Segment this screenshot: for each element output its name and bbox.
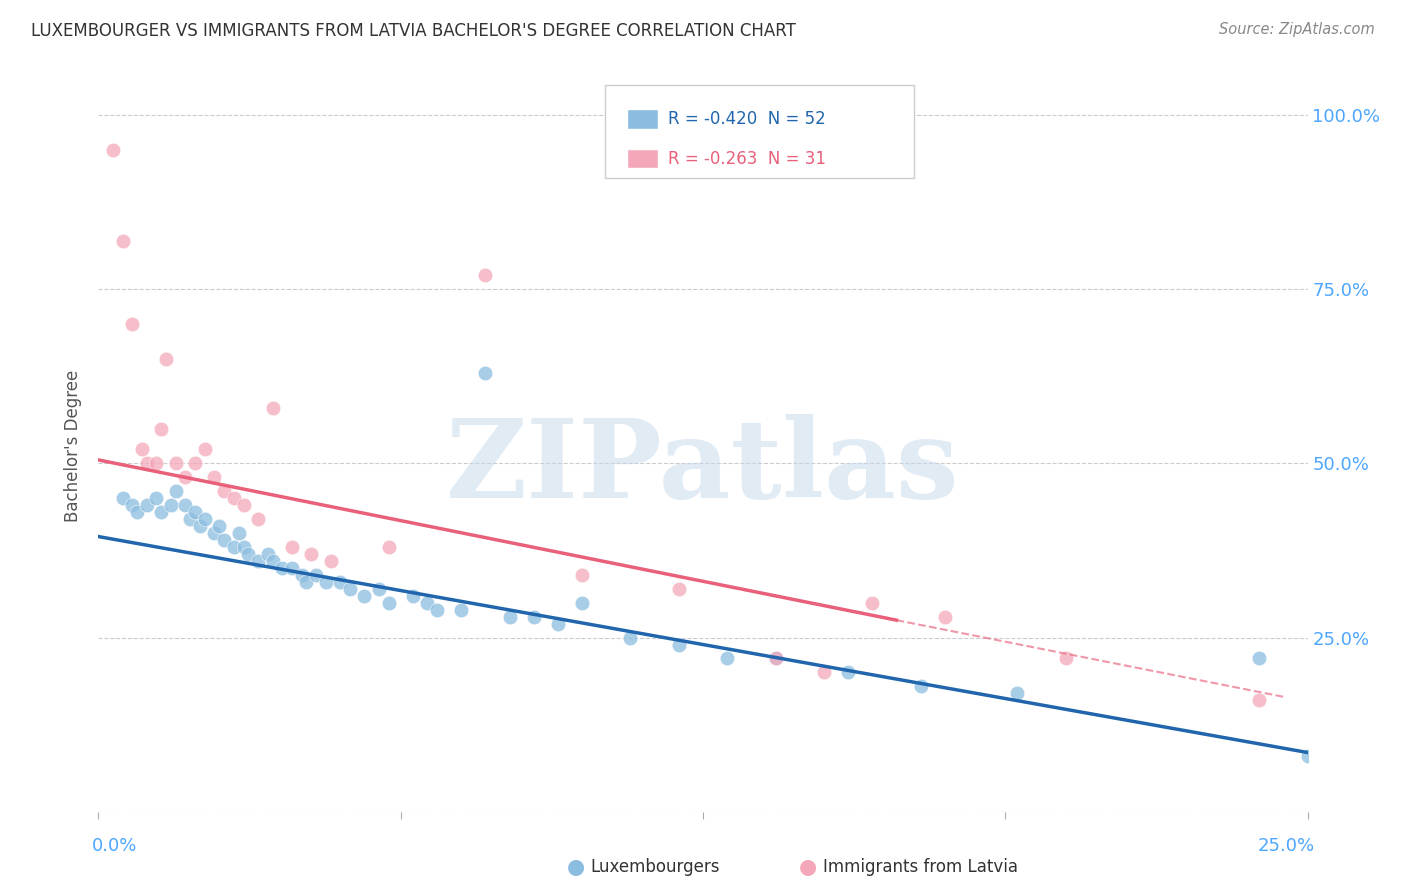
Point	[184, 457, 207, 471]
Text: 0.0%: 0.0%	[91, 837, 136, 855]
Point	[571, 596, 593, 610]
Point	[305, 567, 328, 582]
Text: R = -0.420  N = 52: R = -0.420 N = 52	[668, 110, 825, 128]
Point	[329, 574, 352, 589]
Point	[571, 567, 593, 582]
Point	[131, 442, 153, 457]
Text: ●: ●	[568, 857, 585, 877]
Point	[165, 484, 187, 499]
Point	[765, 651, 787, 665]
Point	[290, 567, 312, 582]
Point	[716, 651, 738, 665]
Point	[474, 268, 496, 283]
Point	[222, 491, 245, 506]
Point	[299, 547, 322, 561]
Point	[111, 491, 134, 506]
Point	[668, 638, 690, 652]
Point	[212, 533, 235, 547]
Point	[339, 582, 361, 596]
Point	[402, 589, 425, 603]
Point	[1007, 686, 1029, 700]
Point	[174, 470, 197, 484]
Point	[228, 526, 250, 541]
Point	[1249, 651, 1271, 665]
Text: ZIPatlas: ZIPatlas	[446, 415, 960, 522]
Point	[135, 457, 157, 471]
Point	[155, 351, 177, 366]
Point	[212, 484, 235, 499]
Point	[426, 603, 449, 617]
Point	[262, 554, 284, 568]
Point	[204, 526, 226, 541]
Point	[668, 582, 690, 596]
Point	[121, 317, 143, 331]
Point	[377, 540, 399, 554]
Point	[813, 665, 835, 680]
Point	[127, 505, 149, 519]
Point	[232, 498, 254, 512]
Point	[135, 498, 157, 512]
Point	[860, 596, 883, 610]
Text: 25.0%: 25.0%	[1257, 837, 1315, 855]
Text: R = -0.263  N = 31: R = -0.263 N = 31	[668, 150, 825, 168]
Point	[295, 574, 318, 589]
Point	[315, 574, 337, 589]
Point	[523, 609, 546, 624]
Point	[247, 554, 270, 568]
Point	[150, 421, 173, 435]
Text: ●: ●	[800, 857, 817, 877]
Text: Immigrants from Latvia: Immigrants from Latvia	[823, 858, 1018, 876]
Point	[1249, 693, 1271, 707]
Point	[232, 540, 254, 554]
Point	[765, 651, 787, 665]
Point	[281, 540, 304, 554]
Point	[238, 547, 260, 561]
Point	[188, 519, 211, 533]
Point	[165, 457, 187, 471]
Text: Luxembourgers: Luxembourgers	[591, 858, 720, 876]
Point	[262, 401, 284, 415]
Point	[450, 603, 472, 617]
Point	[377, 596, 399, 610]
Point	[271, 561, 294, 575]
Point	[1296, 749, 1319, 764]
Point	[150, 505, 173, 519]
Point	[204, 470, 226, 484]
Y-axis label: Bachelor's Degree: Bachelor's Degree	[65, 370, 83, 522]
Point	[281, 561, 304, 575]
Text: LUXEMBOURGER VS IMMIGRANTS FROM LATVIA BACHELOR'S DEGREE CORRELATION CHART: LUXEMBOURGER VS IMMIGRANTS FROM LATVIA B…	[31, 22, 796, 40]
Point	[416, 596, 439, 610]
Point	[256, 547, 278, 561]
Point	[160, 498, 183, 512]
Point	[547, 616, 569, 631]
Point	[837, 665, 859, 680]
Point	[498, 609, 520, 624]
Point	[1054, 651, 1077, 665]
Point	[184, 505, 207, 519]
Point	[179, 512, 201, 526]
Point	[247, 512, 270, 526]
Point	[208, 519, 231, 533]
Point	[222, 540, 245, 554]
Point	[194, 512, 217, 526]
Point	[368, 582, 391, 596]
Point	[101, 143, 124, 157]
Point	[910, 679, 932, 693]
Point	[111, 234, 134, 248]
Point	[353, 589, 375, 603]
Point	[474, 366, 496, 380]
Point	[934, 609, 956, 624]
Point	[174, 498, 197, 512]
Point	[619, 631, 641, 645]
Point	[121, 498, 143, 512]
Text: Source: ZipAtlas.com: Source: ZipAtlas.com	[1219, 22, 1375, 37]
Point	[145, 491, 167, 506]
Point	[145, 457, 167, 471]
Point	[194, 442, 217, 457]
Point	[319, 554, 342, 568]
